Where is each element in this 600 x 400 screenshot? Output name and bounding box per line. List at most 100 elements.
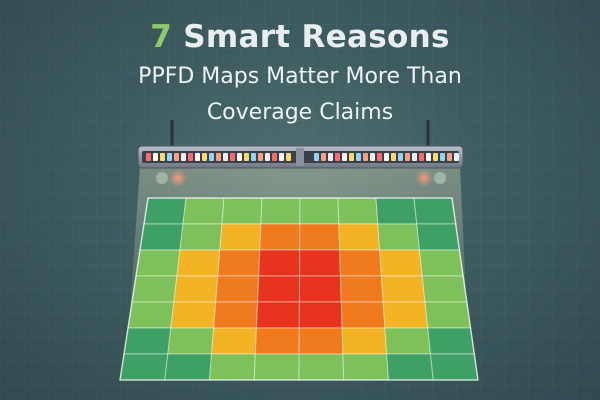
heatmap-cell	[429, 353, 479, 381]
led-grow-light-bar	[137, 145, 464, 169]
heatmap-cell	[135, 249, 181, 277]
glow-left	[169, 169, 187, 187]
heatmap-outline	[119, 197, 479, 381]
led-diode	[321, 153, 326, 161]
heatmap-cell	[298, 353, 345, 381]
heatmap-cell	[208, 353, 256, 381]
heatmap-cell	[176, 249, 221, 277]
heatmap-cell	[298, 275, 342, 303]
heatmap-cell	[119, 353, 169, 381]
ppfd-heatmap	[119, 197, 479, 381]
heatmap-cell	[339, 249, 382, 277]
heatmap-cell	[299, 197, 340, 225]
heatmap-cell	[382, 301, 429, 329]
led-diode	[174, 153, 179, 161]
led-diode	[426, 153, 431, 161]
led-diode	[146, 153, 151, 161]
heatmap-cell	[384, 327, 432, 355]
led-diode	[314, 153, 319, 161]
headline-number: 7	[150, 19, 173, 55]
header: 7 Smart Reasons PPFD Maps Matter More Th…	[0, 16, 600, 130]
led-diode	[370, 153, 375, 161]
heatmap-cell	[299, 223, 341, 251]
heatmap-cell	[260, 197, 301, 225]
led-diode	[167, 153, 172, 161]
led-diode	[391, 153, 396, 161]
heatmap-cell	[257, 275, 301, 303]
heatmap-cell	[182, 197, 225, 225]
led-diode	[398, 153, 403, 161]
led-diode	[223, 153, 228, 161]
heatmap-cell	[123, 327, 172, 355]
led-diode	[160, 153, 165, 161]
led-diode	[237, 153, 242, 161]
led-diode	[181, 153, 186, 161]
heatmap-cell	[255, 301, 300, 329]
led-diode	[412, 153, 417, 161]
led-diodes	[146, 153, 459, 161]
heatmap-cell	[213, 301, 259, 329]
heatmap-cell	[221, 197, 263, 225]
led-diode	[279, 153, 284, 161]
led-diode	[419, 153, 424, 161]
led-diode	[251, 153, 256, 161]
heatmap-cell	[127, 301, 175, 329]
heatmap-cell	[170, 301, 217, 329]
heatmap-cell	[167, 327, 215, 355]
heatmap-cell	[375, 197, 418, 225]
led-diode	[377, 153, 382, 161]
heatmap-cell	[421, 275, 468, 303]
heatmap-cell	[173, 275, 219, 303]
heatmap-cell	[342, 353, 390, 381]
led-diode	[363, 153, 368, 161]
heatmap-cell	[259, 223, 301, 251]
heatmap-cell	[341, 327, 388, 355]
led-diode	[244, 153, 249, 161]
led-diode	[286, 153, 291, 161]
led-diode	[440, 153, 445, 161]
heatmap-cell	[340, 301, 386, 329]
heatmap-cell	[298, 301, 343, 329]
led-diode	[272, 153, 277, 161]
heatmap-cell	[379, 249, 423, 277]
heatmap-cell	[380, 275, 426, 303]
heatmap-cell	[418, 249, 464, 277]
heatmap-cell	[215, 275, 260, 303]
led-diode	[258, 153, 263, 161]
led-diode	[209, 153, 214, 161]
heatmap-cell	[299, 249, 341, 277]
led-diode	[153, 153, 158, 161]
led-diode	[265, 153, 270, 161]
led-diode	[230, 153, 235, 161]
led-diode	[188, 153, 193, 161]
heatmap-cell	[139, 223, 184, 251]
led-diode	[433, 153, 438, 161]
heatmap-cell	[217, 249, 261, 277]
heatmap-cell	[377, 223, 421, 251]
led-diode	[342, 153, 347, 161]
heatmap-cell	[339, 275, 384, 303]
led-diode	[405, 153, 410, 161]
heatmap-cell	[254, 327, 300, 355]
heatmap-cell	[427, 327, 475, 355]
heatmap-cell	[337, 197, 379, 225]
heatmap-cell	[219, 223, 262, 251]
heatmap-cell	[164, 353, 213, 381]
led-diode	[349, 153, 354, 161]
heatmap-cell	[253, 353, 300, 381]
heatmap-cell	[416, 223, 461, 251]
led-diode	[447, 153, 452, 161]
led-diode	[195, 153, 200, 161]
heatmap-cell	[413, 197, 457, 225]
heatmap-cell	[131, 275, 178, 303]
glow-right-2	[434, 172, 446, 184]
led-diode	[335, 153, 340, 161]
led-diode	[356, 153, 361, 161]
heatmap-cell	[211, 327, 257, 355]
led-diode	[384, 153, 389, 161]
heatmap-cell	[298, 327, 344, 355]
heatmap-cell	[386, 353, 434, 381]
glow-right	[415, 169, 433, 187]
